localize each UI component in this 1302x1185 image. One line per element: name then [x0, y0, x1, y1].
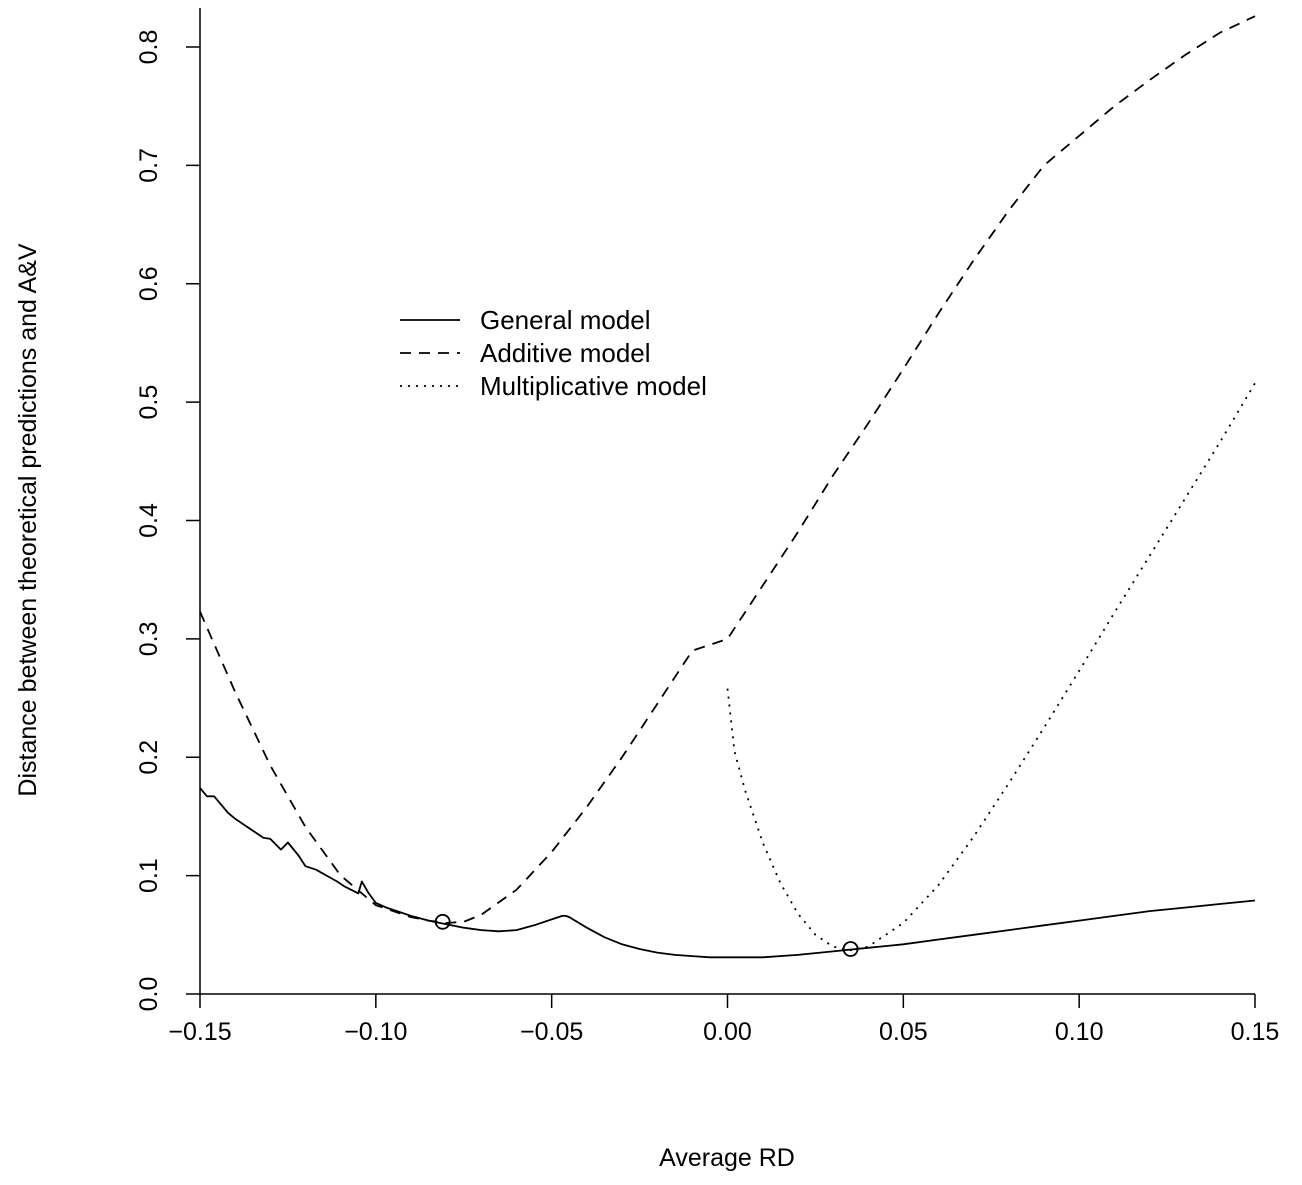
legend-label: Additive model	[480, 338, 651, 368]
x-tick-label: −0.15	[168, 1018, 231, 1046]
x-tick-label: 0.10	[1055, 1018, 1104, 1046]
x-tick-label: 0.00	[703, 1018, 752, 1046]
x-tick-label: −0.10	[344, 1018, 407, 1046]
point-marker	[434, 913, 451, 930]
y-tick-label: 0.3	[135, 621, 163, 656]
y-tick-label: 0.6	[135, 266, 163, 301]
x-tick-label: 0.05	[879, 1018, 928, 1046]
y-axis-title: Distance between theoretical predictions…	[14, 243, 42, 796]
legend-label: General model	[480, 305, 651, 335]
y-tick-label: 0.2	[135, 740, 163, 775]
y-tick-label: 0.8	[135, 30, 163, 65]
y-tick-label: 0.5	[135, 385, 163, 420]
y-tick-label: 0.1	[135, 858, 163, 893]
legend-label: Multiplicative model	[480, 371, 707, 401]
x-tick-label: −0.05	[520, 1018, 583, 1046]
marker-layer	[434, 913, 859, 957]
series-line-general-model	[199, 787, 1256, 959]
y-tick-label: 0.0	[135, 977, 163, 1012]
series-line-multiplicative-model	[726, 382, 1256, 952]
y-tick-label: 0.7	[135, 148, 163, 183]
axes: −0.15 −0.10 −0.05 0.00 0.05 0.10 0.15 0.0 0.1 0.2…	[135, 8, 1279, 1046]
y-tick-label: 0.4	[135, 503, 163, 538]
x-axis-title: Average RD	[659, 1144, 795, 1172]
x-tick-label: 0.15	[1231, 1018, 1280, 1046]
point-marker	[842, 941, 859, 957]
series-line-additive-model	[199, 15, 1256, 924]
series-layer	[199, 15, 1256, 959]
